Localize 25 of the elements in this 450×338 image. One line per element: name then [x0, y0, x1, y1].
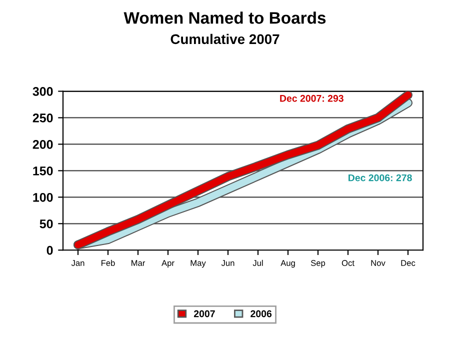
x-tick-label: Oct [342, 260, 354, 266]
y-tick-label: 250 [32, 114, 53, 122]
x-tick-label: Aug [280, 260, 295, 268]
y-tick-label: 200 [32, 140, 53, 149]
chart-subtitle: Cumulative 2007 [170, 34, 280, 44]
x-tick-label: Feb [102, 260, 115, 266]
x-tick-label: Apr [162, 260, 174, 268]
x-tick-label: Mar [132, 260, 146, 266]
y-tick-label: 150 [33, 166, 53, 176]
x-tick-label: May [190, 260, 206, 268]
legend-label: 2007 [194, 310, 215, 318]
y-tick-label: 100 [33, 192, 53, 202]
x-tick-label: Sep [310, 260, 326, 268]
x-tick-label: Dec [401, 260, 416, 266]
x-tick-label: Nov [371, 260, 386, 266]
chart-title: Women Named to Boards [124, 12, 326, 24]
x-tick-label: Jan [71, 260, 84, 266]
x-tick-label: Jul [252, 260, 263, 266]
y-tick-label: 300 [32, 87, 53, 96]
legend-label: 2006 [250, 310, 272, 318]
x-tick-label: Jun [221, 260, 234, 266]
y-tick-label: 0 [46, 246, 53, 255]
annotation: Dec 2006: 278 [348, 174, 412, 182]
annotation: Dec 2007: 293 [280, 94, 344, 102]
y-tick-label: 50 [40, 219, 53, 228]
